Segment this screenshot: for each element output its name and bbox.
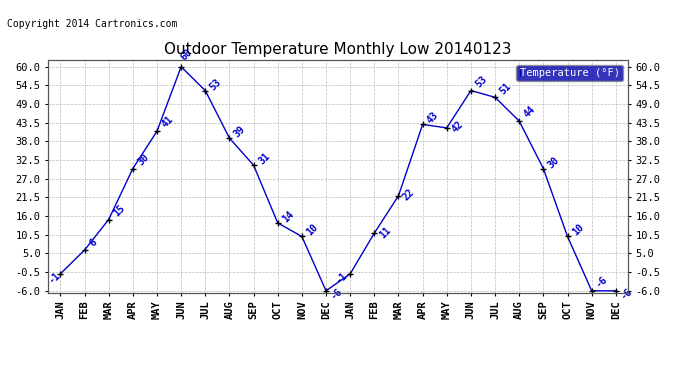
Text: Copyright 2014 Cartronics.com: Copyright 2014 Cartronics.com: [7, 19, 177, 29]
Text: 41: 41: [160, 114, 175, 130]
Text: 44: 44: [522, 104, 538, 120]
Text: 60: 60: [178, 47, 194, 63]
Title: Outdoor Temperature Monthly Low 20140123: Outdoor Temperature Monthly Low 20140123: [164, 42, 512, 57]
Text: 15: 15: [112, 203, 127, 218]
Text: 11: 11: [377, 225, 393, 240]
Text: 53: 53: [208, 76, 224, 92]
Text: -1: -1: [46, 270, 62, 285]
Text: 22: 22: [402, 188, 417, 203]
Text: 39: 39: [233, 124, 248, 140]
Text: 43: 43: [426, 111, 441, 126]
Text: -1: -1: [333, 270, 349, 285]
Text: 42: 42: [450, 120, 465, 135]
Text: 10: 10: [305, 222, 320, 238]
Text: 30: 30: [546, 154, 562, 170]
Text: 6: 6: [88, 237, 99, 249]
Text: 31: 31: [257, 151, 272, 166]
Text: 51: 51: [498, 81, 513, 96]
Legend: Temperature (°F): Temperature (°F): [516, 65, 622, 81]
Text: 14: 14: [281, 209, 296, 224]
Text: 53: 53: [474, 74, 489, 89]
Text: -6: -6: [595, 274, 610, 290]
Text: -6: -6: [619, 286, 634, 302]
Text: 30: 30: [136, 152, 151, 167]
Text: -6: -6: [329, 286, 344, 302]
Text: 10: 10: [571, 222, 586, 238]
